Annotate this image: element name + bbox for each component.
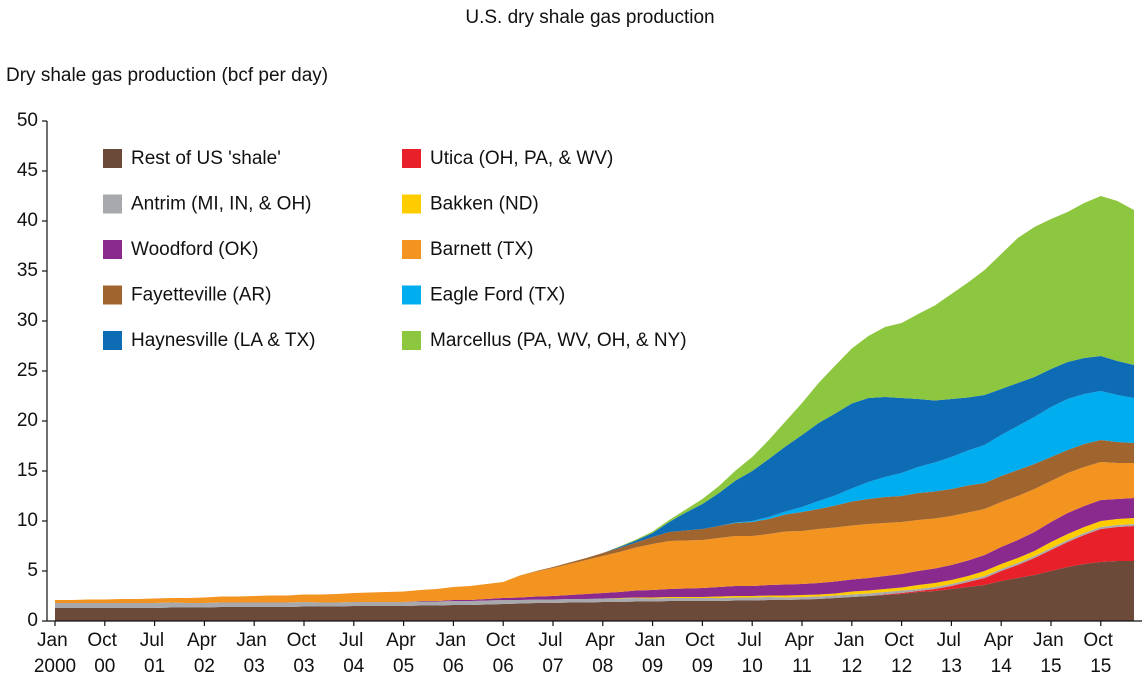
legend-label: Utica (OH, PA, & WV) bbox=[430, 148, 613, 169]
legend-swatch bbox=[103, 240, 122, 259]
legend-label: Barnett (TX) bbox=[430, 239, 533, 260]
x-tick-label: Jan 03 bbox=[236, 630, 272, 677]
x-tick-label: Oct 03 bbox=[287, 630, 322, 677]
y-tick-label: 20 bbox=[17, 410, 38, 431]
legend-swatch bbox=[402, 285, 421, 305]
area bbox=[55, 462, 1134, 603]
legend-label: Woodford (OK) bbox=[131, 239, 258, 260]
y-tick-label: 5 bbox=[27, 560, 38, 581]
legend-box bbox=[86, 134, 762, 360]
y-tick-label: 45 bbox=[17, 160, 38, 181]
area bbox=[55, 561, 1134, 621]
y-tick-label: 40 bbox=[17, 210, 38, 231]
x-tick-label: Oct 15 bbox=[1083, 630, 1118, 677]
legend-swatch bbox=[103, 285, 122, 305]
legend-swatch bbox=[103, 331, 122, 350]
x-tick-label: Jan 06 bbox=[435, 630, 471, 677]
x-tick-label: Apr 08 bbox=[585, 630, 620, 677]
y-tick-label: 35 bbox=[17, 260, 38, 281]
x-tick-label: Jul 13 bbox=[937, 630, 967, 677]
legend-swatch bbox=[103, 149, 122, 168]
x-tick-label: Apr 05 bbox=[386, 630, 421, 677]
legend-label: Rest of US 'shale' bbox=[131, 148, 281, 169]
x-tick-label: Oct 12 bbox=[884, 630, 919, 677]
y-tick-label: 10 bbox=[17, 510, 38, 531]
legend-label: Bakken (ND) bbox=[430, 194, 539, 215]
y-tick-label: 50 bbox=[17, 110, 38, 131]
legend-label: Fayetteville (AR) bbox=[131, 285, 271, 306]
x-tick-label: Apr 14 bbox=[984, 630, 1019, 677]
area bbox=[55, 196, 1134, 600]
y-axis-label: Dry shale gas production (bcf per day) bbox=[6, 65, 328, 86]
area bbox=[55, 440, 1134, 600]
x-tick-label: Jul 07 bbox=[538, 630, 568, 677]
x-tick-label: Jul 01 bbox=[140, 630, 170, 677]
legend-swatch bbox=[103, 194, 122, 214]
legend-swatch bbox=[402, 194, 421, 214]
x-tick-label: Jan 15 bbox=[1033, 630, 1069, 677]
chart-title: U.S. dry shale gas production bbox=[465, 7, 714, 28]
y-tick-label: 15 bbox=[17, 460, 38, 481]
x-tick-label: Jan 2000 bbox=[34, 630, 76, 677]
legend-label: Marcellus (PA, WV, OH, & NY) bbox=[430, 330, 687, 351]
y-tick-label: 30 bbox=[17, 310, 38, 331]
y-tick-label: 25 bbox=[17, 360, 38, 381]
area bbox=[55, 356, 1134, 600]
x-tick-label: Apr 11 bbox=[785, 630, 820, 677]
legend-label: Haynesville (LA & TX) bbox=[131, 330, 315, 351]
x-tick-label: Jan 12 bbox=[834, 630, 870, 677]
x-tick-label: Oct 00 bbox=[87, 630, 122, 677]
x-tick-label: Apr 02 bbox=[187, 630, 222, 677]
x-tick-label: Jul 04 bbox=[339, 630, 369, 677]
x-tick-label: Jul 10 bbox=[737, 630, 767, 677]
legend-swatch bbox=[402, 240, 421, 259]
legend-label: Eagle Ford (TX) bbox=[430, 285, 565, 306]
legend-label: Antrim (MI, IN, & OH) bbox=[131, 194, 312, 215]
x-tick-label: Oct 09 bbox=[685, 630, 720, 677]
y-tick-label: 0 bbox=[27, 610, 38, 631]
areas bbox=[55, 196, 1134, 621]
legend-swatch bbox=[402, 331, 421, 350]
legend-swatch bbox=[402, 149, 421, 168]
x-tick-label: Oct 06 bbox=[486, 630, 521, 677]
x-tick-label: Jan 09 bbox=[635, 630, 671, 677]
